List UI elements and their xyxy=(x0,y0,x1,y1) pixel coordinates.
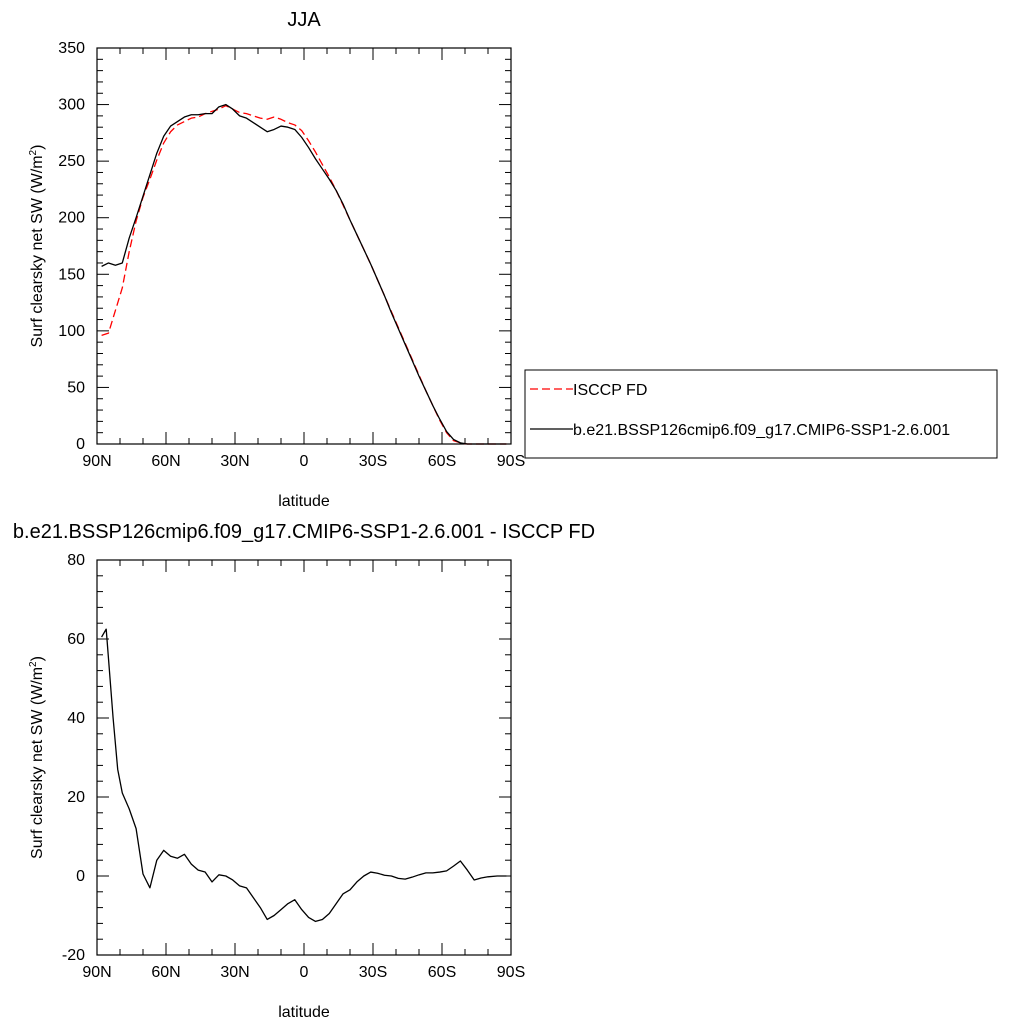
bottom-x-tick-label: 30S xyxy=(359,964,387,981)
bottom-x-axis-label: latitude xyxy=(278,1004,330,1021)
top-y-tick-label: 350 xyxy=(58,40,85,57)
top-panel-zonal-mean: 90N 60N 30N 0 30S 60S 90S 0 50 100 150 200 250 300 350… xyxy=(28,9,525,510)
top-x-tick-label: 30S xyxy=(359,453,387,470)
bottom-y-tick-label: 60 xyxy=(67,631,85,648)
top-chart-title: JJA xyxy=(287,9,321,31)
bottom-y-tick-label: -20 xyxy=(62,947,85,964)
bottom-panel-difference: 90N 60N 30N 0 30S 60S 90S -20 0 20 40 60 80 b.e21.BSS… xyxy=(13,521,595,1021)
top-x-tick-label: 0 xyxy=(300,453,309,470)
legend-entry-1: ISCCP FD xyxy=(573,382,647,399)
bottom-x-tick-label: 60S xyxy=(428,964,456,981)
legend-entry-2: b.e21.BSSP126cmip6.f09_g17.CMIP6-SSP1-2.… xyxy=(573,422,950,439)
bottom-plot-frame xyxy=(96,559,512,956)
bottom-y-tick-label: 40 xyxy=(67,710,85,727)
bottom-chart-title: b.e21.BSSP126cmip6.f09_g17.CMIP6-SSP1-2.… xyxy=(13,521,595,543)
top-y-tick-label: 250 xyxy=(58,153,85,170)
bottom-y-tick-label: 20 xyxy=(67,789,85,806)
top-x-tick-label: 30N xyxy=(220,453,249,470)
bottom-x-tick-label: 60N xyxy=(151,964,180,981)
legend-box xyxy=(524,369,998,459)
top-x-tick-label: 90S xyxy=(497,453,525,470)
top-y-tick-label: 150 xyxy=(58,266,85,283)
top-y-tick-label: 300 xyxy=(58,97,85,114)
top-x-tick-label: 60S xyxy=(428,453,456,470)
bottom-y-axis-label: Surf clearsky net SW (W/m2) xyxy=(28,656,46,859)
top-x-axis-label: latitude xyxy=(278,493,330,510)
bottom-x-tick-label: 30N xyxy=(220,964,249,981)
top-series-line-1 xyxy=(101,105,507,445)
bottom-y-tick-label: 80 xyxy=(67,552,85,569)
top-series-line-2 xyxy=(101,103,507,445)
top-y-tick-label: 200 xyxy=(58,210,85,227)
bottom-x-tick-label: 90N xyxy=(82,964,111,981)
bottom-x-tick-label: 0 xyxy=(300,964,309,981)
bottom-series-line-1 xyxy=(101,628,507,923)
bottom-x-tick-label: 90S xyxy=(497,964,525,981)
top-y-axis-label: Surf clearsky net SW (W/m2) xyxy=(28,145,46,348)
bottom-y-tick-label: 0 xyxy=(76,868,85,885)
legend: ISCCP FD b.e21.BSSP126cmip6.f09_g17.CMIP6… xyxy=(524,369,998,459)
top-y-tick-label: 50 xyxy=(67,379,85,396)
top-plot-frame xyxy=(96,47,512,445)
top-y-tick-label: 0 xyxy=(76,436,85,453)
top-x-tick-label: 90N xyxy=(82,453,111,470)
top-y-tick-label: 100 xyxy=(58,323,85,340)
top-x-tick-label: 60N xyxy=(151,453,180,470)
